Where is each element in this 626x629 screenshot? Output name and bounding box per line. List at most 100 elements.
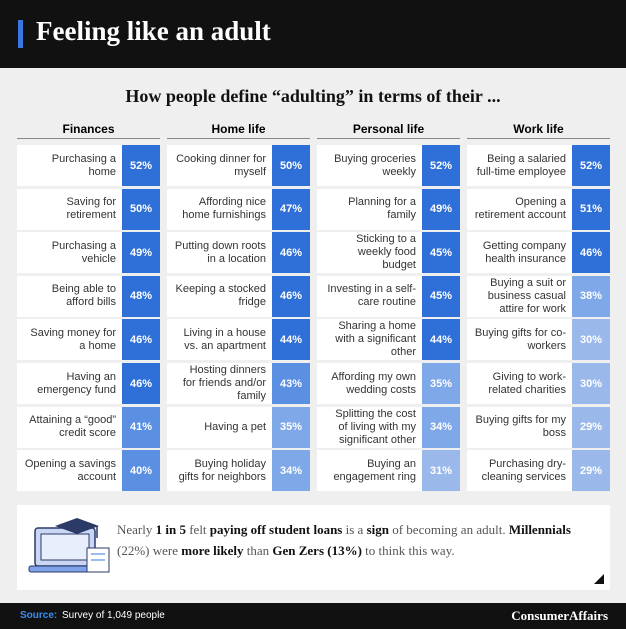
row-label: Buying groceries weekly	[334, 152, 416, 178]
row-label: Keeping a stocked fridge	[175, 283, 266, 309]
column-title: Home life	[167, 120, 310, 139]
row-label: Purchasing a vehicle	[51, 239, 116, 265]
row-label: Affording my own wedding costs	[331, 370, 416, 396]
value-cell: 40%	[122, 450, 160, 492]
column: Work life Being a salaried full-time empl…	[467, 120, 610, 492]
row-label: Affording nice home furnishings	[182, 196, 266, 222]
row-label: Purchasing a home	[51, 152, 116, 178]
value-cell: 50%	[122, 188, 160, 230]
row: Purchasing a vehicle 49%	[17, 232, 160, 274]
row: Planning for a family 49%	[317, 188, 460, 230]
value-cell: 38%	[572, 275, 610, 317]
row-label: Sharing a home with a significant other	[335, 320, 416, 359]
accent-bar	[18, 20, 23, 48]
column: Personal life Buying groceries weekly 52% P…	[317, 120, 460, 492]
value-cell: 48%	[122, 275, 160, 317]
callout-segment: Millennials	[508, 522, 571, 537]
value-cell: 31%	[422, 450, 460, 492]
row: Getting company health insurance 46%	[467, 232, 610, 274]
value-cell: 46%	[572, 232, 610, 274]
value-cell: 45%	[422, 275, 460, 317]
callout-box: Nearly 1 in 5 felt paying off student lo…	[17, 505, 610, 590]
row-label: Being able to afford bills	[51, 283, 116, 309]
value-cell: 52%	[122, 145, 160, 186]
value-cell: 49%	[422, 188, 460, 230]
value-cell: 46%	[122, 319, 160, 361]
row-label: Buying gifts for my boss	[475, 414, 566, 440]
row-label: Cooking dinner for myself	[176, 152, 266, 178]
column-title: Work life	[467, 120, 610, 139]
value-cell: 44%	[422, 319, 460, 361]
value-cell: 41%	[122, 406, 160, 448]
row-label: Buying a suit or business casual attire …	[487, 276, 566, 315]
row: Cooking dinner for myself 50%	[167, 145, 310, 186]
row-label: Saving for retirement	[66, 196, 116, 222]
row: Saving for retirement 50%	[17, 188, 160, 230]
column-title: Personal life	[317, 120, 460, 139]
row-label: Opening a retirement account	[474, 196, 566, 222]
row-label: Planning for a family	[348, 196, 416, 222]
value-cell: 49%	[122, 232, 160, 274]
callout-segment: paying off student loans	[209, 522, 343, 537]
value-cell: 30%	[572, 363, 610, 404]
row-label: Sticking to a weekly food budget	[356, 233, 416, 272]
column: Home life Cooking dinner for myself 50% Aff…	[167, 120, 310, 492]
callout-segment: Nearly	[117, 522, 156, 537]
value-cell: 35%	[272, 406, 310, 448]
row-label: Hosting dinners for friends and/or famil…	[182, 364, 266, 402]
row-label: Purchasing dry-cleaning services	[481, 457, 566, 483]
row-label: Getting company health insurance	[482, 239, 566, 265]
row: Having a pet 35%	[167, 406, 310, 448]
row: Affording nice home furnishings 47%	[167, 188, 310, 230]
row: Buying a suit or business casual attire …	[467, 275, 610, 317]
row-label: Putting down roots in a location	[174, 239, 266, 265]
row-label: Having an emergency fund	[37, 370, 116, 396]
row: Sticking to a weekly food budget 45%	[317, 232, 460, 274]
value-cell: 29%	[572, 406, 610, 448]
row-label: Giving to work-related charities	[488, 370, 566, 396]
source-label: Source:	[20, 610, 58, 621]
value-cell: 46%	[272, 275, 310, 317]
row: Saving money for a home 46%	[17, 319, 160, 361]
value-cell: 35%	[422, 363, 460, 404]
row: Having an emergency fund 46%	[17, 363, 160, 404]
row: Buying holiday gifts for neighbors 34%	[167, 450, 310, 492]
footer: Source: Survey of 1,049 people ConsumerA…	[0, 603, 626, 629]
brand: ConsumerAffairs	[511, 608, 608, 623]
row-label: Buying gifts for co-workers	[474, 326, 566, 352]
callout-segment: more likely	[181, 543, 244, 558]
illustration	[28, 518, 110, 573]
row-label: Having a pet	[204, 420, 266, 433]
row: Buying an engagement ring 31%	[317, 450, 460, 492]
subtitle: How people define “adulting” in terms of…	[125, 86, 501, 106]
source: Survey of 1,049 people	[62, 610, 165, 621]
row-label: Splitting the cost of living with my sig…	[335, 407, 416, 446]
row-label: Buying holiday gifts for neighbors	[178, 457, 266, 483]
value-cell: 47%	[272, 188, 310, 230]
column-title: Finances	[17, 120, 160, 139]
row: Affording my own wedding costs 35%	[317, 363, 460, 404]
row-label: Attaining a “good” credit score	[29, 414, 116, 440]
callout-segment: felt	[185, 522, 210, 537]
row: Investing in a self-care routine 45%	[317, 275, 460, 317]
row: Purchasing a home 52%	[17, 145, 160, 186]
callout-segment: is a	[342, 522, 367, 537]
callout-segment: (22%) were	[117, 543, 182, 558]
row: Hosting dinners for friends and/or famil…	[167, 363, 310, 404]
row-label: Being a salaried full-time employee	[476, 152, 566, 178]
value-cell: 45%	[422, 232, 460, 274]
value-cell: 50%	[272, 145, 310, 186]
value-cell: 43%	[272, 363, 310, 404]
corner-mark	[594, 574, 604, 584]
row: Purchasing dry-cleaning services 29%	[467, 450, 610, 492]
row-label: Opening a savings account	[24, 457, 116, 483]
title: Feeling like an adult	[36, 16, 271, 46]
row-label: Buying an engagement ring	[333, 457, 416, 483]
row: Giving to work-related charities 30%	[467, 363, 610, 404]
row: Buying groceries weekly 52%	[317, 145, 460, 186]
row: Opening a retirement account 51%	[467, 188, 610, 230]
row-label: Investing in a self-care routine	[327, 283, 416, 309]
row: Putting down roots in a location 46%	[167, 232, 310, 274]
row: Splitting the cost of living with my sig…	[317, 406, 460, 448]
